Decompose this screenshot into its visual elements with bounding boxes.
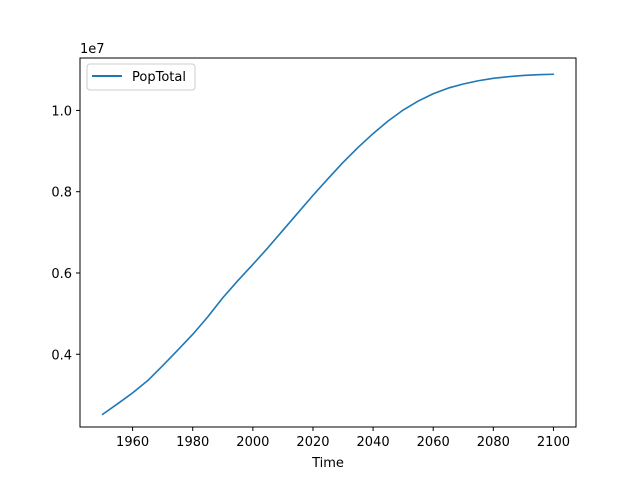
axes: 1960 1980 2000 2020 2040 2060 2080 2100 0.4 0.6 0.…	[51, 57, 577, 450]
x-tick-label-2020: 2020	[296, 435, 329, 450]
y-tick-label-0.6: 0.6	[51, 267, 72, 282]
x-axis-label: Time	[311, 456, 344, 471]
y-tick-label-1.0: 1.0	[51, 104, 72, 119]
series-line-poptotal	[101, 73, 555, 416]
y-tick-label-0.8: 0.8	[51, 186, 72, 201]
x-tick-label-2100: 2100	[537, 435, 570, 450]
x-tick-label-2060: 2060	[417, 435, 450, 450]
axes-frame	[79, 57, 577, 428]
y-tick-label-0.4: 0.4	[51, 348, 72, 363]
x-tick-label-1960: 1960	[116, 435, 149, 450]
plot-area	[101, 73, 555, 416]
x-tick-label-2000: 2000	[236, 435, 269, 450]
x-tick-label-1980: 1980	[176, 435, 209, 450]
x-tick-label-2080: 2080	[477, 435, 510, 450]
legend-box	[86, 63, 196, 91]
legend: PopTotal	[86, 63, 196, 91]
legend-label-poptotal: PopTotal	[132, 70, 186, 85]
y-offset-text: 1e7	[80, 42, 105, 57]
x-tick-label-2040: 2040	[357, 435, 390, 450]
